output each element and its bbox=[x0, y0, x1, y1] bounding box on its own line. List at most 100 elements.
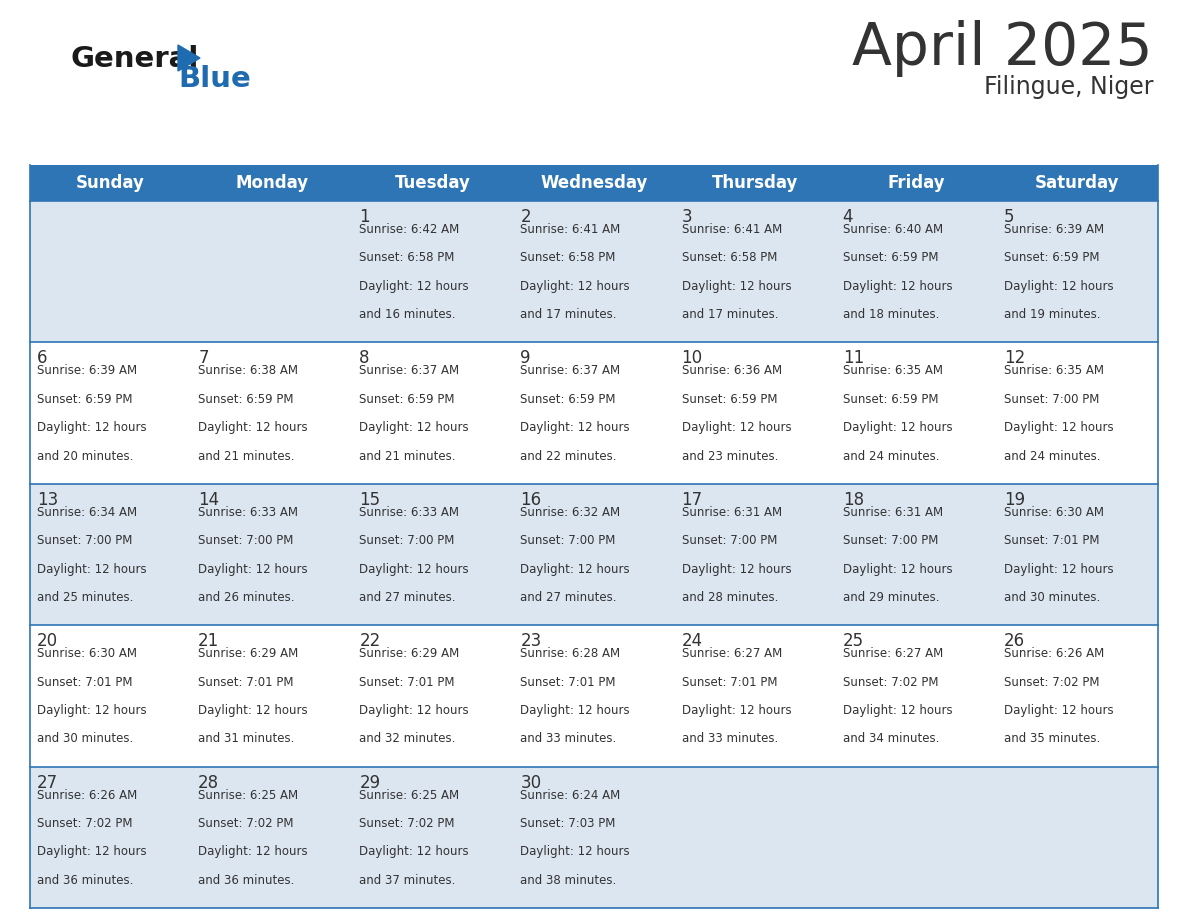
Text: Daylight: 12 hours: Daylight: 12 hours bbox=[682, 421, 791, 434]
Text: Daylight: 12 hours: Daylight: 12 hours bbox=[359, 845, 469, 858]
Text: 7: 7 bbox=[198, 350, 209, 367]
Text: and 17 minutes.: and 17 minutes. bbox=[520, 308, 617, 321]
Bar bbox=[30, 342, 1158, 484]
Text: Daylight: 12 hours: Daylight: 12 hours bbox=[198, 421, 308, 434]
Text: Sunset: 7:01 PM: Sunset: 7:01 PM bbox=[520, 676, 615, 688]
Text: and 33 minutes.: and 33 minutes. bbox=[682, 733, 778, 745]
Text: Daylight: 12 hours: Daylight: 12 hours bbox=[359, 280, 469, 293]
Bar bbox=[30, 767, 1158, 908]
Text: Daylight: 12 hours: Daylight: 12 hours bbox=[37, 704, 146, 717]
Text: Daylight: 12 hours: Daylight: 12 hours bbox=[520, 845, 630, 858]
Text: Daylight: 12 hours: Daylight: 12 hours bbox=[1004, 704, 1113, 717]
Text: Sunset: 7:01 PM: Sunset: 7:01 PM bbox=[682, 676, 777, 688]
Text: Sunrise: 6:30 AM: Sunrise: 6:30 AM bbox=[37, 647, 137, 660]
Text: Sunset: 7:00 PM: Sunset: 7:00 PM bbox=[37, 534, 132, 547]
Text: Sunset: 7:02 PM: Sunset: 7:02 PM bbox=[842, 676, 939, 688]
Text: and 17 minutes.: and 17 minutes. bbox=[682, 308, 778, 321]
Text: 3: 3 bbox=[682, 208, 693, 226]
Text: and 28 minutes.: and 28 minutes. bbox=[682, 591, 778, 604]
Text: Sunrise: 6:40 AM: Sunrise: 6:40 AM bbox=[842, 223, 943, 236]
Text: and 38 minutes.: and 38 minutes. bbox=[520, 874, 617, 887]
Bar bbox=[30, 165, 1158, 201]
Text: Daylight: 12 hours: Daylight: 12 hours bbox=[842, 563, 953, 576]
Text: Sunrise: 6:31 AM: Sunrise: 6:31 AM bbox=[682, 506, 782, 519]
Text: 14: 14 bbox=[198, 491, 220, 509]
Text: 23: 23 bbox=[520, 633, 542, 650]
Text: Sunrise: 6:32 AM: Sunrise: 6:32 AM bbox=[520, 506, 620, 519]
Text: Sunrise: 6:29 AM: Sunrise: 6:29 AM bbox=[198, 647, 298, 660]
Text: and 30 minutes.: and 30 minutes. bbox=[1004, 591, 1100, 604]
Text: 12: 12 bbox=[1004, 350, 1025, 367]
Text: Sunset: 6:59 PM: Sunset: 6:59 PM bbox=[682, 393, 777, 406]
Text: 11: 11 bbox=[842, 350, 864, 367]
Text: and 27 minutes.: and 27 minutes. bbox=[359, 591, 456, 604]
Text: 30: 30 bbox=[520, 774, 542, 791]
Text: Sunrise: 6:34 AM: Sunrise: 6:34 AM bbox=[37, 506, 137, 519]
Text: Sunrise: 6:24 AM: Sunrise: 6:24 AM bbox=[520, 789, 620, 801]
Text: Daylight: 12 hours: Daylight: 12 hours bbox=[682, 704, 791, 717]
Text: Daylight: 12 hours: Daylight: 12 hours bbox=[842, 280, 953, 293]
Text: Sunrise: 6:41 AM: Sunrise: 6:41 AM bbox=[682, 223, 782, 236]
Text: Daylight: 12 hours: Daylight: 12 hours bbox=[842, 704, 953, 717]
Text: Daylight: 12 hours: Daylight: 12 hours bbox=[198, 563, 308, 576]
Text: Daylight: 12 hours: Daylight: 12 hours bbox=[1004, 563, 1113, 576]
Text: Sunset: 6:58 PM: Sunset: 6:58 PM bbox=[682, 252, 777, 264]
Text: Friday: Friday bbox=[887, 174, 946, 192]
Text: Sunset: 7:02 PM: Sunset: 7:02 PM bbox=[37, 817, 133, 830]
Text: Daylight: 12 hours: Daylight: 12 hours bbox=[37, 845, 146, 858]
Text: Sunset: 7:02 PM: Sunset: 7:02 PM bbox=[198, 817, 293, 830]
Text: Daylight: 12 hours: Daylight: 12 hours bbox=[359, 421, 469, 434]
Text: Sunset: 6:59 PM: Sunset: 6:59 PM bbox=[198, 393, 293, 406]
Text: Sunrise: 6:26 AM: Sunrise: 6:26 AM bbox=[37, 789, 138, 801]
Text: Sunset: 7:02 PM: Sunset: 7:02 PM bbox=[1004, 676, 1099, 688]
Text: and 22 minutes.: and 22 minutes. bbox=[520, 450, 617, 463]
Text: Daylight: 12 hours: Daylight: 12 hours bbox=[37, 563, 146, 576]
Text: Sunset: 7:00 PM: Sunset: 7:00 PM bbox=[842, 534, 939, 547]
Text: Sunset: 7:01 PM: Sunset: 7:01 PM bbox=[1004, 534, 1099, 547]
Text: General: General bbox=[70, 45, 198, 73]
Text: and 19 minutes.: and 19 minutes. bbox=[1004, 308, 1100, 321]
Text: Saturday: Saturday bbox=[1035, 174, 1119, 192]
Text: Sunset: 6:59 PM: Sunset: 6:59 PM bbox=[1004, 252, 1099, 264]
Text: 27: 27 bbox=[37, 774, 58, 791]
Text: and 36 minutes.: and 36 minutes. bbox=[198, 874, 295, 887]
Text: 28: 28 bbox=[198, 774, 220, 791]
Text: Sunrise: 6:38 AM: Sunrise: 6:38 AM bbox=[198, 364, 298, 377]
Text: Sunrise: 6:27 AM: Sunrise: 6:27 AM bbox=[842, 647, 943, 660]
Text: Daylight: 12 hours: Daylight: 12 hours bbox=[520, 280, 630, 293]
Text: Sunday: Sunday bbox=[76, 174, 145, 192]
Text: and 18 minutes.: and 18 minutes. bbox=[842, 308, 939, 321]
Text: and 33 minutes.: and 33 minutes. bbox=[520, 733, 617, 745]
Text: Sunset: 6:58 PM: Sunset: 6:58 PM bbox=[359, 252, 455, 264]
Text: Monday: Monday bbox=[235, 174, 308, 192]
Text: Daylight: 12 hours: Daylight: 12 hours bbox=[1004, 421, 1113, 434]
Text: Sunrise: 6:28 AM: Sunrise: 6:28 AM bbox=[520, 647, 620, 660]
Text: and 32 minutes.: and 32 minutes. bbox=[359, 733, 456, 745]
Text: Sunrise: 6:30 AM: Sunrise: 6:30 AM bbox=[1004, 506, 1104, 519]
Text: Sunset: 7:00 PM: Sunset: 7:00 PM bbox=[1004, 393, 1099, 406]
Text: Daylight: 12 hours: Daylight: 12 hours bbox=[198, 704, 308, 717]
Bar bbox=[30, 201, 1158, 342]
Text: 9: 9 bbox=[520, 350, 531, 367]
Text: 16: 16 bbox=[520, 491, 542, 509]
Text: Sunset: 7:00 PM: Sunset: 7:00 PM bbox=[682, 534, 777, 547]
Text: Daylight: 12 hours: Daylight: 12 hours bbox=[520, 704, 630, 717]
Text: 24: 24 bbox=[682, 633, 702, 650]
Text: Sunset: 7:01 PM: Sunset: 7:01 PM bbox=[198, 676, 293, 688]
Text: and 26 minutes.: and 26 minutes. bbox=[198, 591, 295, 604]
Text: Filingue, Niger: Filingue, Niger bbox=[984, 75, 1154, 99]
Text: and 20 minutes.: and 20 minutes. bbox=[37, 450, 133, 463]
Text: and 35 minutes.: and 35 minutes. bbox=[1004, 733, 1100, 745]
Text: 1: 1 bbox=[359, 208, 369, 226]
Text: 17: 17 bbox=[682, 491, 702, 509]
Text: Sunrise: 6:41 AM: Sunrise: 6:41 AM bbox=[520, 223, 620, 236]
Text: Sunrise: 6:39 AM: Sunrise: 6:39 AM bbox=[37, 364, 137, 377]
Text: Daylight: 12 hours: Daylight: 12 hours bbox=[682, 280, 791, 293]
Bar bbox=[30, 484, 1158, 625]
Text: Sunset: 6:59 PM: Sunset: 6:59 PM bbox=[520, 393, 615, 406]
Text: Sunset: 7:01 PM: Sunset: 7:01 PM bbox=[359, 676, 455, 688]
Text: 21: 21 bbox=[198, 633, 220, 650]
Text: Sunset: 6:59 PM: Sunset: 6:59 PM bbox=[359, 393, 455, 406]
Text: 2: 2 bbox=[520, 208, 531, 226]
Text: 29: 29 bbox=[359, 774, 380, 791]
